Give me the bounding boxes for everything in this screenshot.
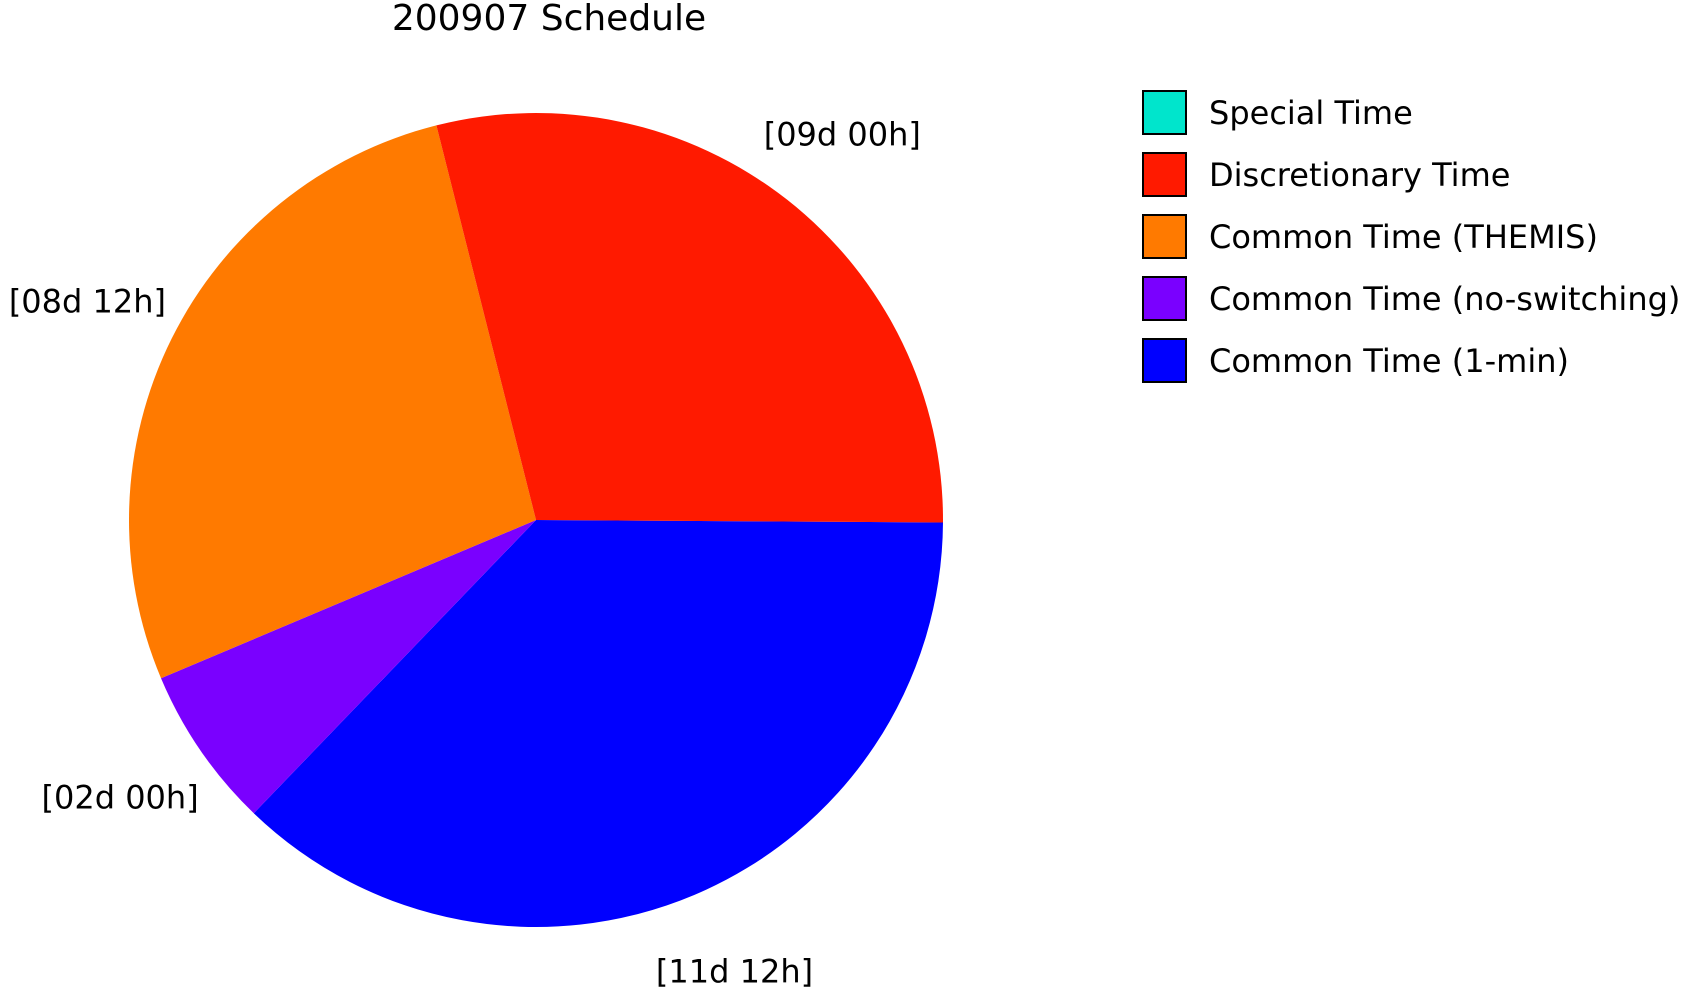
legend-swatch bbox=[1142, 214, 1187, 259]
pie-slice-common-time-1-min bbox=[253, 520, 943, 927]
slice-value-label: [08d 12h] bbox=[9, 283, 166, 321]
pie-slice-common-time-no-switching bbox=[161, 520, 536, 814]
slice-value-label: [09d 00h] bbox=[764, 115, 921, 153]
chart-title: 200907 Schedule bbox=[392, 0, 706, 39]
legend-label: Special Time bbox=[1209, 94, 1413, 132]
legend-swatch bbox=[1142, 338, 1187, 383]
legend-swatch bbox=[1142, 276, 1187, 321]
legend-label: Discretionary Time bbox=[1209, 156, 1510, 194]
pie-slices bbox=[128, 113, 943, 927]
legend-swatch bbox=[1142, 90, 1187, 135]
pie-slice-common-time-themis bbox=[128, 125, 537, 679]
legend-label: Common Time (no-switching) bbox=[1209, 280, 1680, 318]
slice-value-label: [02d 00h] bbox=[42, 779, 199, 817]
legend-label: Common Time (THEMIS) bbox=[1209, 218, 1598, 256]
slice-value-label: [11d 12h] bbox=[656, 953, 813, 991]
pie-slice-discretionary-time bbox=[436, 113, 943, 523]
legend-label: Common Time (1-min) bbox=[1209, 342, 1569, 380]
pie-slice-labels: [11d 12h] [02d 00h] [08d 12h] [09d 00h] bbox=[9, 115, 921, 990]
legend: Special Time Discretionary Time Common Tim… bbox=[1142, 90, 1680, 383]
legend-swatch bbox=[1142, 152, 1187, 197]
